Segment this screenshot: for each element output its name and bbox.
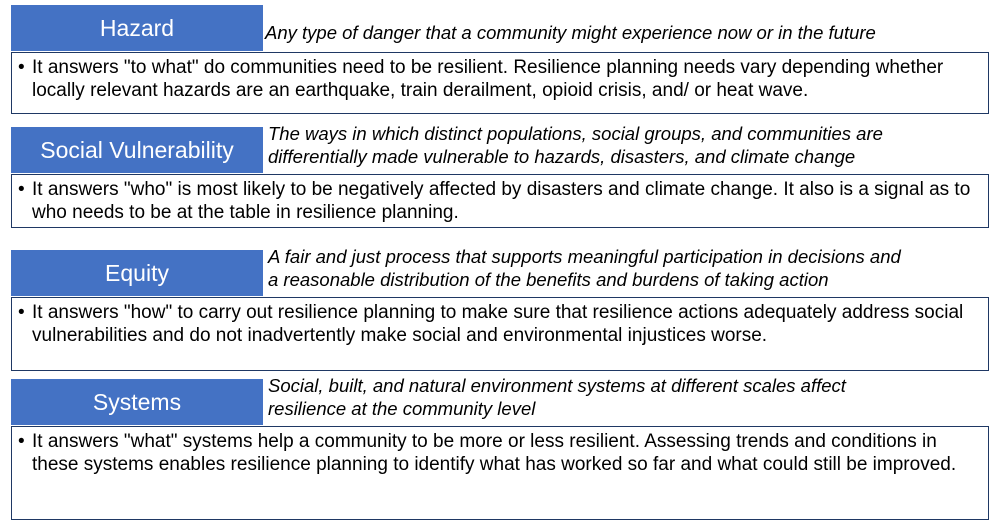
hazard-term-tab: Hazard — [11, 5, 263, 51]
hazard-description: It answers "to what" do communities need… — [32, 57, 944, 101]
social-vulnerability-definition-line: differentially made vulnerable to hazard… — [268, 145, 856, 167]
social-vulnerability-term-tab: Social Vulnerability — [11, 127, 263, 173]
bullet: • — [18, 431, 25, 452]
social-vulnerability-description-box: • It answers "who" is most likely to be … — [11, 174, 989, 228]
equity-definition-line: a reasonable distribution of the benefit… — [268, 268, 829, 290]
equity-description-box: • It answers "how" to carry out resilien… — [11, 297, 989, 371]
equity-description: It answers "how" to carry out resilience… — [32, 302, 964, 346]
systems-term: Systems — [92, 388, 182, 415]
equity-definition: A fair and just process that supports me… — [268, 246, 901, 291]
equity-definition-line: A fair and just process that supports me… — [268, 246, 901, 267]
equity-term-tab: Equity — [11, 250, 263, 296]
hazard-definition-line: Any type of danger that a community migh… — [265, 22, 876, 43]
social-vulnerability-term: Social Vulnerability — [40, 136, 234, 163]
systems-description: It answers "what" systems help a communi… — [32, 431, 957, 475]
social-vulnerability-description: It answers "who" is most likely to be ne… — [32, 179, 971, 223]
hazard-term: Hazard — [99, 14, 175, 41]
hazard-description-box: • It answers "to what" do communities ne… — [11, 52, 989, 114]
systems-definition-line: Social, built, and natural environment s… — [268, 375, 846, 396]
hazard-definition: Any type of danger that a community migh… — [265, 22, 876, 45]
systems-description-box: • It answers "what" systems help a commu… — [11, 426, 989, 520]
systems-definition: Social, built, and natural environment s… — [268, 375, 846, 420]
social-vulnerability-definition-line: The ways in which distinct populations, … — [268, 123, 883, 144]
equity-term: Equity — [105, 259, 169, 286]
bullet: • — [18, 302, 25, 323]
social-vulnerability-definition: The ways in which distinct populations, … — [268, 123, 883, 168]
bullet: • — [18, 57, 25, 78]
bullet: • — [18, 179, 25, 200]
systems-definition-line: resilience at the community level — [268, 397, 536, 419]
systems-term-tab: Systems — [11, 379, 263, 425]
